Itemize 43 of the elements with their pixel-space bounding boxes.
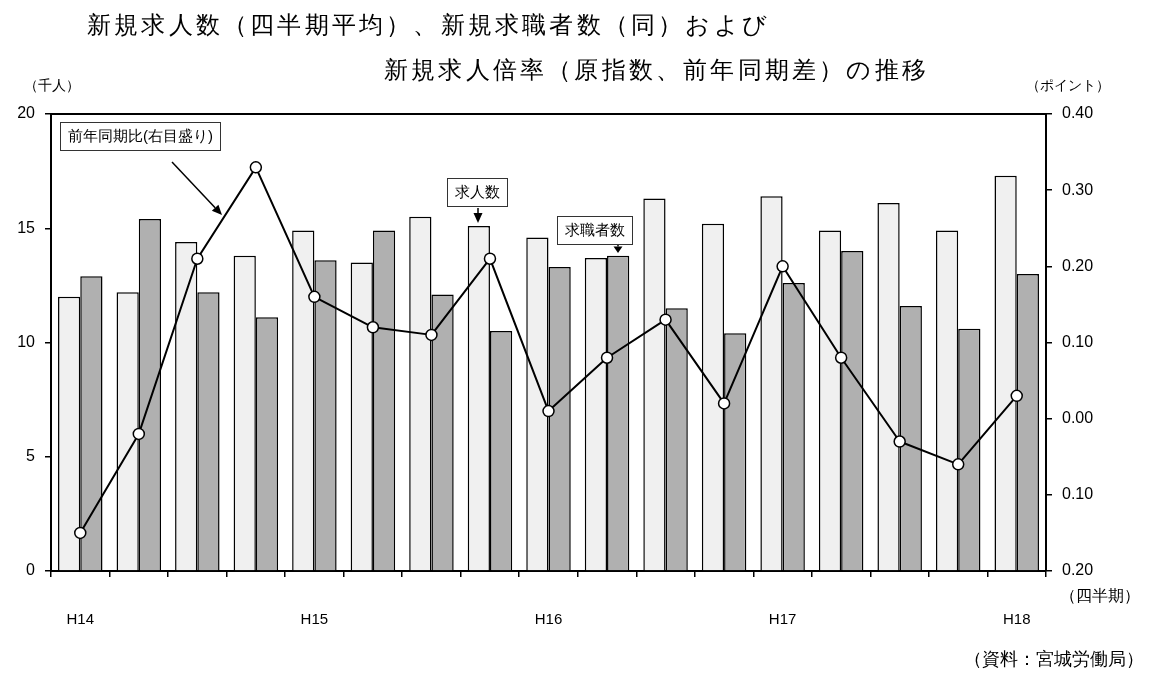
text: 前年同期比(右目盛り) bbox=[60, 122, 221, 151]
y-tick-label: 15 bbox=[17, 218, 36, 236]
point bbox=[542, 404, 555, 418]
point bbox=[249, 161, 263, 174]
point bbox=[132, 427, 146, 441]
x-tick-label: H15 bbox=[300, 610, 329, 628]
series-label: 求職者数 bbox=[557, 216, 633, 245]
point bbox=[776, 260, 789, 273]
y2-tick-label: 0.10 bbox=[1062, 332, 1094, 350]
y-tick-label: 10 bbox=[17, 332, 36, 350]
y2-axis-title: （ポイント） bbox=[1026, 77, 1110, 94]
point bbox=[483, 252, 497, 265]
y2-tick-label: 0.30 bbox=[1062, 180, 1094, 198]
y2-tick-label: 0.20 bbox=[1062, 256, 1094, 274]
x-tick-label: H18 bbox=[1002, 610, 1031, 628]
point bbox=[366, 321, 380, 334]
y2-tick-label: 0.40 bbox=[1062, 104, 1094, 122]
text: （資料：宮城労働局） bbox=[964, 649, 1144, 670]
y-tick-label: 0 bbox=[26, 561, 36, 579]
y-axis-title: （千人） bbox=[24, 77, 80, 94]
point bbox=[834, 351, 848, 364]
point bbox=[600, 351, 614, 364]
point bbox=[717, 397, 731, 410]
x-tick-label: H14 bbox=[66, 610, 95, 628]
y-tick-label: 5 bbox=[26, 447, 36, 465]
point bbox=[951, 458, 965, 471]
x-tick-label: H17 bbox=[768, 610, 797, 628]
y2-tick-label: 0.20 bbox=[1062, 561, 1094, 579]
point bbox=[893, 435, 906, 448]
y2-tick-label: 0.00 bbox=[1062, 409, 1094, 427]
point bbox=[1010, 389, 1023, 403]
series-label: 求人数 bbox=[447, 178, 508, 207]
y2-tick-label: 0.10 bbox=[1062, 485, 1094, 503]
point bbox=[659, 313, 672, 326]
x-tick-label: H16 bbox=[534, 610, 563, 628]
point bbox=[191, 252, 204, 265]
point bbox=[308, 290, 321, 304]
point bbox=[425, 328, 438, 342]
chart-subtitle: 新規求人倍率（原指数、前年同期差）の推移 bbox=[384, 56, 929, 84]
y-tick-label: 20 bbox=[17, 104, 36, 122]
chart-title: 新規求人数（四半期平均）、新規求職者数（同）および bbox=[87, 11, 770, 39]
point bbox=[74, 526, 87, 540]
x-axis-title: （四半期） bbox=[1060, 587, 1140, 605]
